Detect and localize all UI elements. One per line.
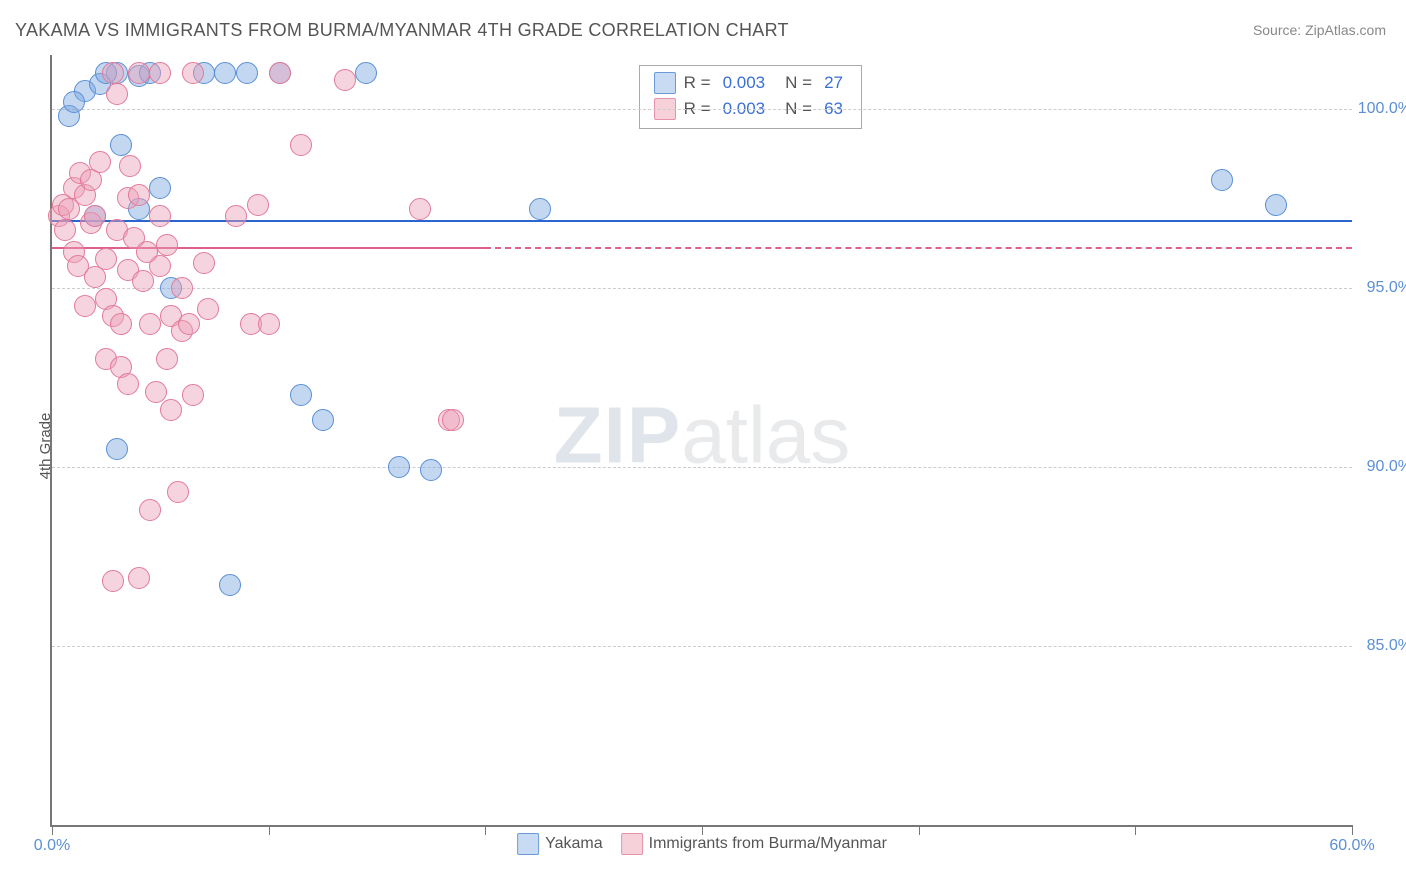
source-attribution: Source: ZipAtlas.com: [1253, 22, 1386, 38]
scatter-point: [136, 241, 158, 263]
scatter-point: [193, 252, 215, 274]
scatter-point: [156, 348, 178, 370]
scatter-point: [334, 69, 356, 91]
legend-item-yakama: Yakama: [517, 833, 603, 855]
x-tick: [485, 825, 486, 835]
scatter-point: [95, 248, 117, 270]
legend-swatch-blue: [654, 72, 676, 94]
gridline-horizontal: [52, 109, 1352, 110]
y-tick-label: 100.0%: [1358, 100, 1406, 118]
scatter-point: [139, 313, 161, 335]
r-value: 0.003: [719, 73, 770, 93]
scatter-point: [145, 381, 167, 403]
x-tick: [1352, 825, 1353, 835]
scatter-plot-area: ZIPatlas R = 0.003 N = 27 R = 0.003 N = …: [50, 55, 1352, 827]
scatter-point: [149, 177, 171, 199]
r-label: R =: [684, 73, 711, 93]
x-tick-label: 0.0%: [34, 837, 70, 855]
legend-label: Yakama: [545, 835, 603, 853]
scatter-point: [1211, 169, 1233, 191]
scatter-point: [442, 409, 464, 431]
scatter-point: [247, 194, 269, 216]
scatter-point: [182, 62, 204, 84]
scatter-point: [290, 384, 312, 406]
gridline-horizontal: [52, 646, 1352, 647]
scatter-point: [312, 409, 334, 431]
scatter-point: [106, 83, 128, 105]
scatter-point: [219, 574, 241, 596]
scatter-point: [156, 234, 178, 256]
scatter-point: [409, 198, 431, 220]
scatter-point: [214, 62, 236, 84]
scatter-point: [178, 313, 200, 335]
scatter-point: [258, 313, 280, 335]
scatter-point: [182, 384, 204, 406]
scatter-point: [63, 91, 85, 113]
legend-swatch-blue: [517, 833, 539, 855]
scatter-point: [128, 567, 150, 589]
x-tick: [919, 825, 920, 835]
y-tick-label: 90.0%: [1367, 458, 1406, 476]
scatter-point: [54, 219, 76, 241]
trend-line-solid: [52, 247, 485, 249]
chart-title: YAKAMA VS IMMIGRANTS FROM BURMA/MYANMAR …: [15, 20, 789, 41]
legend-label: Immigrants from Burma/Myanmar: [649, 835, 887, 853]
scatter-point: [269, 62, 291, 84]
scatter-point: [197, 298, 219, 320]
gridline-horizontal: [52, 288, 1352, 289]
gridline-horizontal: [52, 467, 1352, 468]
scatter-point: [420, 459, 442, 481]
legend-row-series-1: R = 0.003 N = 27: [654, 70, 847, 96]
scatter-point: [110, 313, 132, 335]
scatter-point: [149, 62, 171, 84]
x-tick: [1135, 825, 1136, 835]
scatter-point: [74, 295, 96, 317]
scatter-point: [529, 198, 551, 220]
scatter-point: [128, 62, 150, 84]
scatter-point: [388, 456, 410, 478]
scatter-point: [149, 205, 171, 227]
legend-item-burma: Immigrants from Burma/Myanmar: [621, 833, 887, 855]
scatter-point: [110, 134, 132, 156]
scatter-point: [117, 373, 139, 395]
scatter-point: [236, 62, 258, 84]
scatter-point: [84, 205, 106, 227]
legend-correlation-box: R = 0.003 N = 27 R = 0.003 N = 63: [639, 65, 862, 129]
x-tick: [269, 825, 270, 835]
scatter-point: [167, 481, 189, 503]
scatter-point: [89, 151, 111, 173]
x-tick-label: 60.0%: [1329, 837, 1374, 855]
trend-line-dashed: [485, 247, 1352, 249]
x-tick: [52, 825, 53, 835]
y-tick-label: 95.0%: [1367, 279, 1406, 297]
legend-series-names: Yakama Immigrants from Burma/Myanmar: [517, 833, 887, 855]
trend-line-solid: [52, 220, 1352, 222]
scatter-point: [139, 499, 161, 521]
scatter-point: [102, 62, 124, 84]
scatter-point: [290, 134, 312, 156]
scatter-point: [128, 184, 150, 206]
x-tick: [702, 825, 703, 835]
scatter-point: [106, 438, 128, 460]
scatter-point: [102, 570, 124, 592]
n-value: 27: [820, 73, 847, 93]
scatter-point: [225, 205, 247, 227]
n-label: N =: [785, 73, 812, 93]
scatter-point: [119, 155, 141, 177]
scatter-point: [160, 399, 182, 421]
legend-swatch-pink: [621, 833, 643, 855]
y-tick-label: 85.0%: [1367, 637, 1406, 655]
scatter-point: [171, 277, 193, 299]
scatter-point: [1265, 194, 1287, 216]
scatter-point: [355, 62, 377, 84]
